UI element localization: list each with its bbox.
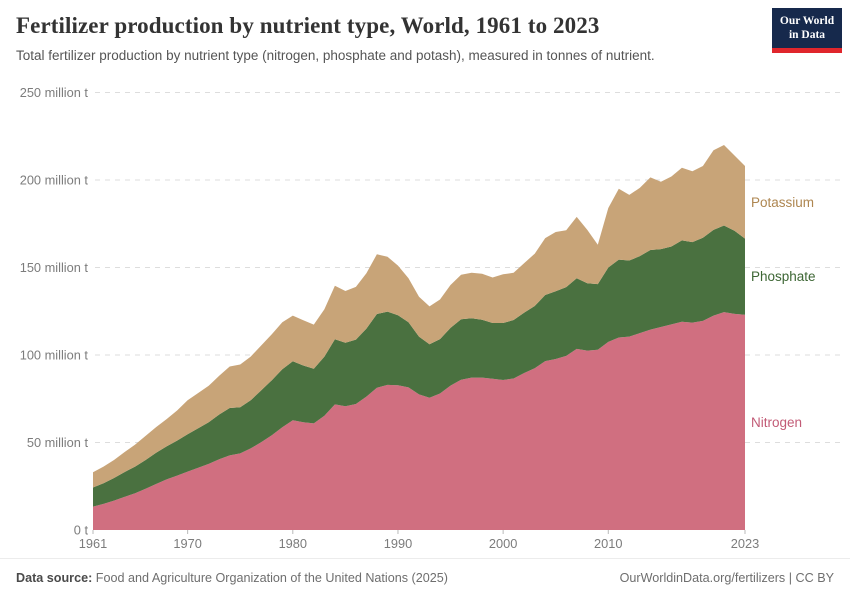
owid-logo-line1: Our World bbox=[779, 15, 835, 27]
chart-subtitle: Total fertilizer production by nutrient … bbox=[16, 47, 655, 63]
y-axis-label: 200 million t bbox=[20, 173, 89, 188]
x-axis-label: 1961 bbox=[79, 536, 107, 551]
x-axis-label: 2023 bbox=[731, 536, 759, 551]
y-axis-label: 250 million t bbox=[20, 85, 89, 100]
x-axis-label: 2010 bbox=[594, 536, 622, 551]
x-axis-label: 1980 bbox=[279, 536, 307, 551]
y-axis-label: 150 million t bbox=[20, 260, 89, 275]
area-potassium[interactable] bbox=[93, 145, 745, 488]
x-axis-label: 2000 bbox=[489, 536, 517, 551]
chart-title: Fertilizer production by nutrient type, … bbox=[16, 13, 600, 38]
y-axis-label: 0 t bbox=[74, 523, 89, 538]
credit-link[interactable]: OurWorldinData.org/fertilizers | CC BY bbox=[619, 571, 834, 585]
area-nitrogen[interactable] bbox=[93, 312, 745, 530]
data-source-text: Food and Agriculture Organization of the… bbox=[92, 571, 448, 585]
chart-footer: Data source: Food and Agriculture Organi… bbox=[0, 558, 850, 601]
legend-label-phosphate[interactable]: Phosphate bbox=[751, 269, 816, 284]
y-axis-label: 100 million t bbox=[20, 348, 89, 363]
legend-label-nitrogen[interactable]: Nitrogen bbox=[751, 415, 802, 430]
owid-logo[interactable]: Our World in Data bbox=[772, 8, 842, 54]
data-source-note: Data source: Food and Agriculture Organi… bbox=[16, 571, 448, 585]
x-axis-label: 1970 bbox=[173, 536, 201, 551]
chart-header: Fertilizer production by nutrient type, … bbox=[16, 12, 766, 64]
data-source-label: Data source: bbox=[16, 571, 93, 585]
legend-label-potassium[interactable]: Potassium bbox=[751, 195, 814, 210]
y-axis-label: 50 million t bbox=[27, 435, 89, 450]
area-phosphate[interactable] bbox=[93, 225, 745, 507]
x-axis-label: 1990 bbox=[384, 536, 412, 551]
owid-logo-line2: in Data bbox=[788, 28, 826, 41]
